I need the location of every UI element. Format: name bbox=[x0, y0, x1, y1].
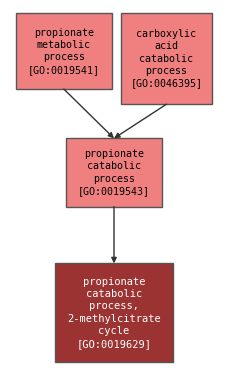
Text: propionate
metabolic
process
[GO:0019541]: propionate metabolic process [GO:0019541… bbox=[28, 28, 99, 75]
FancyBboxPatch shape bbox=[66, 138, 161, 207]
FancyBboxPatch shape bbox=[54, 263, 173, 362]
Text: propionate
catabolic
process,
2-methylcitrate
cycle
[GO:0019629]: propionate catabolic process, 2-methylci… bbox=[67, 277, 160, 349]
Text: propionate
catabolic
process
[GO:0019543]: propionate catabolic process [GO:0019543… bbox=[78, 149, 149, 196]
FancyBboxPatch shape bbox=[16, 13, 111, 89]
FancyBboxPatch shape bbox=[120, 13, 211, 104]
Text: carboxylic
acid
catabolic
process
[GO:0046395]: carboxylic acid catabolic process [GO:00… bbox=[130, 29, 202, 89]
